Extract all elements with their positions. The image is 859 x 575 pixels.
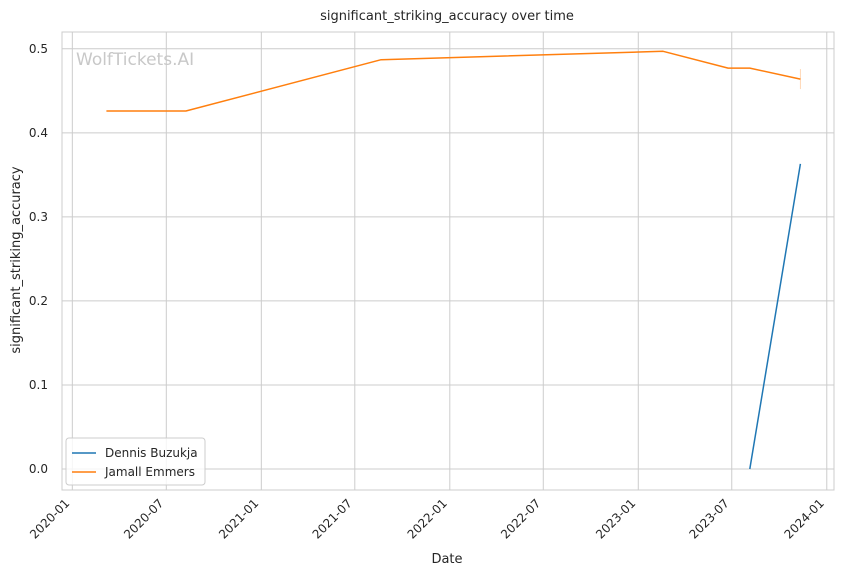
legend-box <box>65 437 206 486</box>
watermark: WolfTickets.AI <box>76 50 194 70</box>
x-tick-label: 2023-07 <box>687 496 732 541</box>
x-tick-label: 2021-01 <box>216 496 261 541</box>
x-tick-label: 2023-01 <box>593 496 638 541</box>
x-tick-label: 2021-07 <box>310 496 355 541</box>
x-tick-label: 2022-07 <box>498 496 543 541</box>
series-line-dennis-buzukja <box>749 163 802 470</box>
chart-title: significant_striking_accuracy over time <box>320 9 574 24</box>
series-line-jamall-emmers <box>106 50 801 112</box>
x-tick-label: 2024-01 <box>782 496 827 541</box>
y-tick-label: 0.0 <box>29 462 48 476</box>
y-tick-label: 0.1 <box>29 378 48 392</box>
y-axis-label: significant_striking_accuracy <box>9 166 24 354</box>
legend-label-jamall-emmers: Jamall Emmers <box>104 465 195 479</box>
x-tick-labels: 2020-01 2020-07 2021-01 2021-07 2022-01 2022-… <box>27 496 827 541</box>
grid <box>62 32 834 490</box>
x-tick-label: 2020-01 <box>27 496 72 541</box>
plot-frame <box>61 31 835 491</box>
x-axis-label: Date <box>431 552 462 567</box>
y-tick-label: 0.5 <box>29 42 48 56</box>
legend-label-dennis-buzukja: Dennis Buzukja <box>105 446 198 460</box>
y-tick-labels: 0.0 0.1 0.2 0.3 0.4 0.5 <box>29 42 48 476</box>
y-tick-label: 0.4 <box>29 126 48 140</box>
y-tick-label: 0.3 <box>29 210 48 224</box>
x-tick-label: 2022-01 <box>405 496 450 541</box>
legend: Dennis Buzukja Jamall Emmers <box>65 437 206 486</box>
series-layer <box>106 50 802 470</box>
y-tick-label: 0.2 <box>29 294 48 308</box>
x-tick-label: 2020-07 <box>121 496 166 541</box>
